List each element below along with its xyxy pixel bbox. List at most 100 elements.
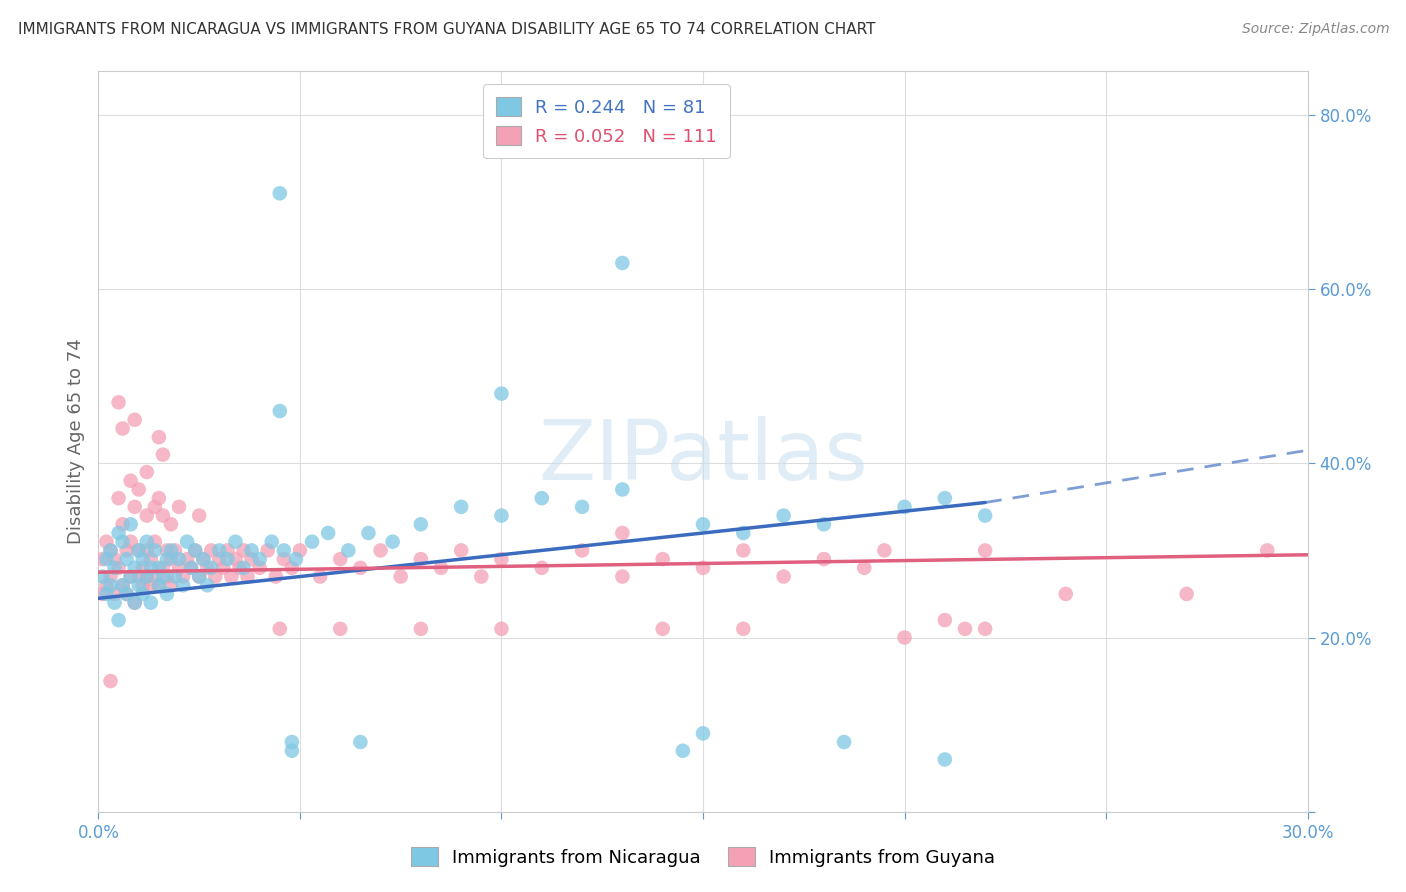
Point <box>893 500 915 514</box>
Point <box>180 561 202 575</box>
Text: ZIPatlas: ZIPatlas <box>538 416 868 497</box>
Point <box>91 587 114 601</box>
Point <box>176 534 198 549</box>
Legend: R = 0.244   N = 81, R = 0.052   N = 111: R = 0.244 N = 81, R = 0.052 N = 111 <box>482 84 730 158</box>
Point <box>103 552 125 566</box>
Point <box>124 561 146 575</box>
Point <box>217 543 239 558</box>
Point <box>249 552 271 566</box>
Point <box>148 578 170 592</box>
Point <box>103 596 125 610</box>
Point <box>120 569 142 583</box>
Point <box>188 569 211 583</box>
Point <box>571 500 593 514</box>
Point <box>111 578 134 592</box>
Point <box>249 561 271 575</box>
Point <box>349 735 371 749</box>
Point <box>934 491 956 505</box>
Point <box>160 517 183 532</box>
Point <box>873 543 896 558</box>
Point <box>156 587 179 601</box>
Point <box>163 569 186 583</box>
Point <box>172 569 194 583</box>
Point <box>163 543 186 558</box>
Point <box>232 543 254 558</box>
Point <box>974 543 997 558</box>
Point <box>111 534 134 549</box>
Point <box>813 552 835 566</box>
Point <box>612 256 634 270</box>
Point <box>692 726 714 740</box>
Point <box>1175 587 1198 601</box>
Point <box>111 578 134 592</box>
Point <box>128 483 150 497</box>
Point <box>120 569 142 583</box>
Point <box>337 543 360 558</box>
Point <box>281 744 304 758</box>
Point <box>193 552 215 566</box>
Text: IMMIGRANTS FROM NICARAGUA VS IMMIGRANTS FROM GUYANA DISABILITY AGE 65 TO 74 CORR: IMMIGRANTS FROM NICARAGUA VS IMMIGRANTS … <box>18 22 876 37</box>
Point <box>813 517 835 532</box>
Point <box>733 543 755 558</box>
Point <box>672 744 695 758</box>
Point <box>232 561 254 575</box>
Point <box>152 508 174 523</box>
Point <box>156 569 179 583</box>
Point <box>370 543 392 558</box>
Point <box>100 674 122 689</box>
Point <box>284 552 307 566</box>
Point <box>100 543 122 558</box>
Point <box>152 561 174 575</box>
Point <box>96 578 118 592</box>
Point <box>103 587 125 601</box>
Point <box>124 596 146 610</box>
Point <box>111 517 134 532</box>
Point <box>107 526 129 541</box>
Point <box>853 561 876 575</box>
Point <box>100 569 122 583</box>
Point <box>832 735 855 749</box>
Point <box>281 735 304 749</box>
Point <box>212 561 235 575</box>
Point <box>115 552 138 566</box>
Point <box>148 491 170 505</box>
Point <box>491 508 513 523</box>
Point <box>135 569 157 583</box>
Point <box>128 543 150 558</box>
Point <box>217 552 239 566</box>
Point <box>135 534 157 549</box>
Point <box>450 543 472 558</box>
Point <box>491 552 513 566</box>
Point <box>733 526 755 541</box>
Point <box>103 561 125 575</box>
Point <box>91 569 114 583</box>
Point <box>200 543 222 558</box>
Point <box>228 561 250 575</box>
Point <box>1054 587 1077 601</box>
Point <box>470 569 492 583</box>
Point <box>115 587 138 601</box>
Point <box>450 500 472 514</box>
Legend: Immigrants from Nicaragua, Immigrants from Guyana: Immigrants from Nicaragua, Immigrants fr… <box>404 840 1002 874</box>
Point <box>612 526 634 541</box>
Point <box>530 561 553 575</box>
Point <box>111 421 134 435</box>
Point <box>120 517 142 532</box>
Point <box>264 569 287 583</box>
Point <box>188 508 211 523</box>
Point <box>96 552 118 566</box>
Point <box>692 561 714 575</box>
Point <box>612 569 634 583</box>
Point <box>409 622 432 636</box>
Point <box>204 569 226 583</box>
Point <box>156 552 179 566</box>
Point <box>974 622 997 636</box>
Point <box>208 552 231 566</box>
Point <box>143 534 166 549</box>
Point <box>128 569 150 583</box>
Point <box>128 543 150 558</box>
Point <box>409 517 432 532</box>
Point <box>152 448 174 462</box>
Point <box>180 561 202 575</box>
Point <box>156 543 179 558</box>
